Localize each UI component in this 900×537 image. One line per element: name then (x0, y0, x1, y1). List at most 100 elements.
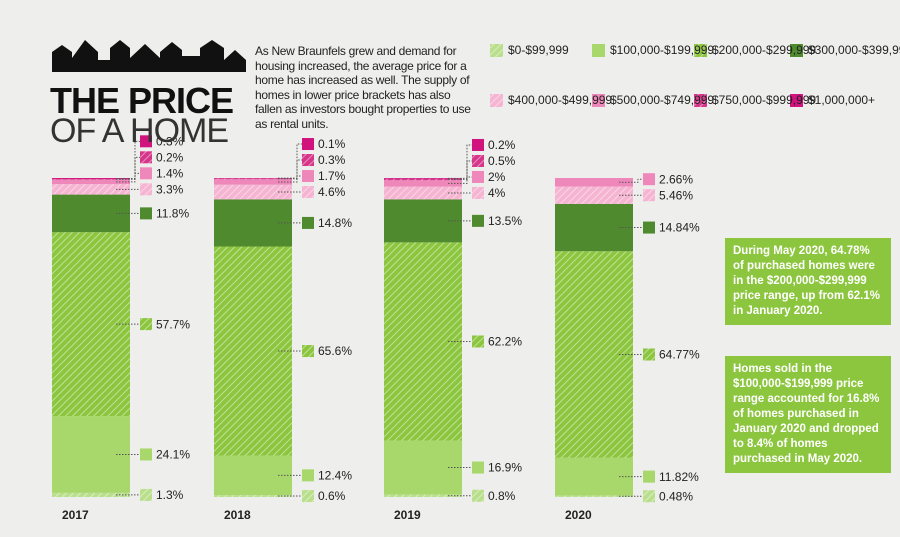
bar-segment (52, 416, 130, 493)
label-swatch (643, 221, 655, 234)
leader-line (116, 156, 140, 180)
label-swatch (302, 186, 314, 199)
legend-label: $0-$99,999 (508, 43, 569, 57)
bar-segment (384, 199, 462, 243)
bar-segment (52, 179, 130, 185)
label-swatch (140, 318, 152, 331)
skyline-icon (52, 40, 246, 72)
label-swatch (140, 151, 152, 164)
label-swatch (472, 214, 484, 227)
legend-swatch (592, 94, 605, 107)
value-label: 14.8% (318, 216, 352, 230)
bar-segment (52, 194, 130, 233)
leader-line (448, 176, 472, 184)
label-swatch (140, 448, 152, 461)
label-swatch (472, 186, 484, 199)
legend-swatch (790, 94, 803, 107)
label-swatch (643, 470, 655, 483)
legend-label: $300,000-$399,999 (808, 43, 900, 57)
bar-segment (214, 495, 292, 497)
legend-label: $1,000,000+ (808, 93, 876, 107)
label-swatch (472, 154, 484, 167)
bar-segment (384, 440, 462, 495)
legend-swatch (592, 44, 605, 57)
bar-segment (52, 178, 130, 179)
intro-text: As New Braunfels grew and demand for hou… (255, 44, 471, 131)
label-swatch (302, 154, 314, 167)
bar-segment (555, 495, 633, 497)
bar-segment (555, 186, 633, 204)
bar-segment (384, 178, 462, 179)
label-swatch (643, 189, 655, 202)
legend-label: $100,000-$199,999 (610, 43, 715, 57)
x-tick-label: 2017 (62, 508, 89, 522)
leader-line (278, 159, 302, 180)
value-label: 24.1% (156, 448, 190, 462)
label-swatch (472, 489, 484, 502)
title-line: THE PRICE (50, 80, 234, 121)
label-swatch (643, 348, 655, 361)
bar-segment (52, 184, 130, 195)
value-label: 11.8% (156, 207, 189, 221)
label-swatch (643, 173, 655, 186)
bar-segment (555, 251, 633, 458)
value-label: 57.7% (156, 317, 190, 331)
label-swatch (302, 490, 314, 503)
legend-swatch (490, 44, 503, 57)
bar-segment (214, 199, 292, 247)
value-label: 0.8% (488, 489, 516, 503)
label-swatch (472, 170, 484, 183)
value-label: 4% (488, 186, 506, 200)
bar-segment (214, 178, 292, 180)
value-label: 64.77% (659, 348, 700, 362)
value-label: 62.2% (488, 335, 522, 349)
value-label: 12.4% (318, 469, 352, 483)
legend-swatch (490, 94, 503, 107)
label-swatch (140, 183, 152, 196)
bar-segment (384, 178, 462, 181)
legend-label: $200,000-$299,999 (712, 43, 817, 57)
value-label: 16.9% (488, 461, 522, 475)
legend-swatch (790, 44, 803, 57)
legend-label: $500,000-$749,999 (610, 93, 715, 107)
bar-segment (384, 242, 462, 441)
value-label: 1.4% (156, 166, 184, 180)
value-label: 14.84% (659, 221, 700, 235)
value-label: 0.3% (156, 134, 184, 148)
bar-segment (52, 178, 130, 180)
annotation: Homes sold in the $100,000-$199,999 pric… (725, 356, 891, 473)
leader-line (278, 143, 302, 179)
bar-segment (52, 492, 130, 497)
label-swatch (140, 167, 152, 180)
value-label: 65.6% (318, 344, 352, 358)
label-swatch (472, 461, 484, 474)
bar-segment (384, 180, 462, 187)
bar-segment (384, 494, 462, 497)
label-swatch (302, 216, 314, 229)
label-swatch (643, 490, 655, 503)
x-tick-label: 2019 (394, 508, 421, 522)
leader-line (619, 178, 643, 183)
label-swatch (472, 335, 484, 348)
bar-segment (214, 179, 292, 185)
label-swatch (140, 135, 152, 148)
label-swatch (302, 345, 314, 358)
label-swatch (302, 469, 314, 482)
label-swatch (140, 207, 152, 220)
value-label: 13.5% (488, 214, 522, 228)
legend-swatch (694, 44, 707, 57)
label-swatch (140, 488, 152, 501)
value-label: 2% (488, 170, 506, 184)
x-tick-label: 2018 (224, 508, 251, 522)
value-label: 0.48% (659, 489, 693, 503)
leader-line (448, 144, 472, 179)
label-swatch (302, 138, 314, 151)
legend-label: $400,000-$499,999 (508, 93, 613, 107)
value-label: 5.46% (659, 188, 693, 202)
bar-segment (384, 186, 462, 200)
value-label: 2.66% (659, 172, 693, 186)
value-label: 11.82% (659, 470, 699, 484)
legend-label: $750,000-$999,999 (712, 93, 817, 107)
